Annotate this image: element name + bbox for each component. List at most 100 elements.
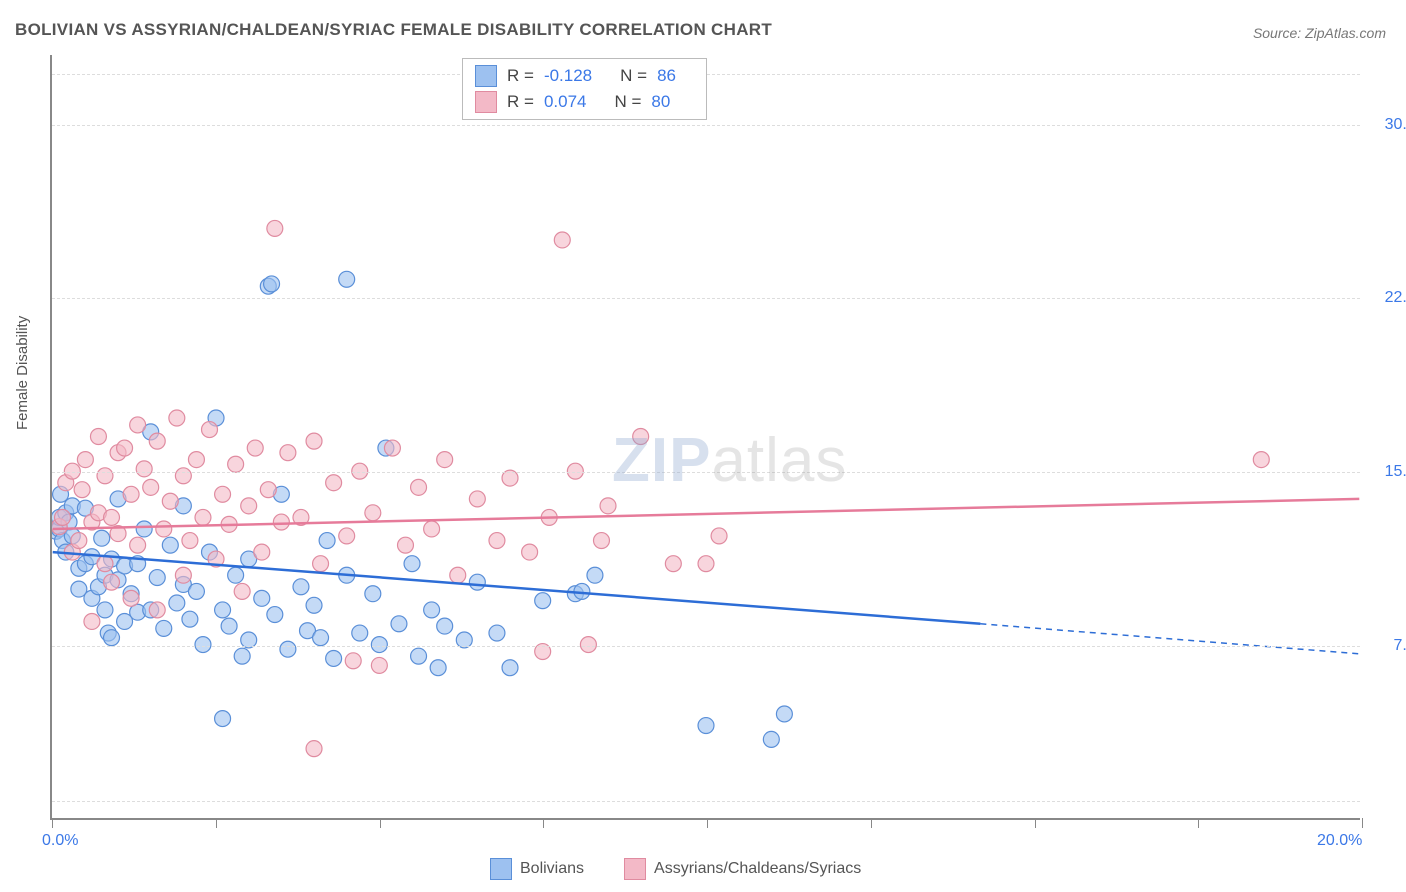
y-tick-label: 15.0%	[1385, 463, 1406, 481]
scatter-point	[535, 593, 551, 609]
scatter-point	[77, 556, 93, 572]
scatter-point	[130, 556, 146, 572]
y-tick-label: 7.5%	[1394, 637, 1406, 655]
scatter-point	[175, 468, 191, 484]
scatter-point	[593, 533, 609, 549]
scatter-point	[123, 486, 139, 502]
scatter-point	[267, 607, 283, 623]
scatter-point	[365, 586, 381, 602]
scatter-point	[175, 498, 191, 514]
scatter-point	[117, 613, 133, 629]
scatter-point	[123, 586, 139, 602]
legend-swatch-1	[624, 858, 646, 880]
scatter-point	[567, 586, 583, 602]
scatter-point	[234, 648, 250, 664]
scatter-point	[97, 602, 113, 618]
r-value-0: -0.128	[544, 66, 592, 86]
scatter-point	[450, 567, 466, 583]
scatter-point	[55, 533, 71, 549]
scatter-point	[228, 456, 244, 472]
scatter-point	[74, 482, 90, 498]
scatter-point	[371, 637, 387, 653]
scatter-point	[776, 706, 792, 722]
scatter-point	[52, 521, 67, 537]
scatter-point	[326, 475, 342, 491]
legend-label-0: Bolivians	[520, 860, 584, 878]
scatter-point	[489, 533, 505, 549]
scatter-point	[53, 486, 69, 502]
scatter-point	[711, 528, 727, 544]
scatter-point	[228, 567, 244, 583]
scatter-point	[763, 731, 779, 747]
trend-line-dashed	[980, 624, 1359, 654]
scatter-point	[326, 650, 342, 666]
scatter-point	[136, 521, 152, 537]
scatter-point	[149, 602, 165, 618]
scatter-point	[162, 537, 178, 553]
scatter-point	[580, 637, 596, 653]
scatter-point	[398, 537, 414, 553]
scatter-point	[169, 410, 185, 426]
scatter-point	[110, 491, 126, 507]
scatter-point	[169, 595, 185, 611]
y-tick-label: 30.0%	[1385, 116, 1406, 134]
stats-row-series-0: R = -0.128 N = 86	[475, 63, 694, 89]
chart-title: BOLIVIAN VS ASSYRIAN/CHALDEAN/SYRIAC FEM…	[15, 20, 772, 40]
y-axis-label: Female Disability	[14, 316, 31, 430]
scatter-point	[84, 549, 100, 565]
scatter-point	[104, 630, 120, 646]
scatter-point	[247, 440, 263, 456]
scatter-point	[404, 556, 420, 572]
scatter-point	[273, 486, 289, 502]
scatter-point	[175, 576, 191, 592]
scatter-point	[264, 276, 280, 292]
scatter-point	[100, 625, 116, 641]
scatter-point	[97, 556, 113, 572]
scatter-point	[123, 590, 139, 606]
scatter-point	[84, 514, 100, 530]
scatter-point	[143, 479, 159, 495]
source-name: ZipAtlas.com	[1305, 25, 1386, 41]
scatter-point	[77, 500, 93, 516]
x-tick-label: 20.0%	[1317, 832, 1362, 850]
scatter-point	[411, 479, 427, 495]
scatter-point	[306, 741, 322, 757]
source-attribution: Source: ZipAtlas.com	[1253, 25, 1386, 41]
scatter-point	[241, 498, 257, 514]
scatter-point	[567, 463, 583, 479]
scatter-point	[195, 509, 211, 525]
scatter-point	[58, 475, 74, 491]
scatter-point	[280, 445, 296, 461]
scatter-point	[280, 641, 296, 657]
scatter-point	[313, 630, 329, 646]
scatter-point	[77, 452, 93, 468]
scatter-point	[117, 558, 133, 574]
watermark-zip: ZIP	[612, 426, 711, 495]
scatter-point	[64, 544, 80, 560]
scatter-point	[430, 660, 446, 676]
scatter-point	[117, 440, 133, 456]
scatter-point	[208, 410, 224, 426]
scatter-point	[55, 509, 71, 525]
scatter-point	[104, 574, 120, 590]
source-label: Source:	[1253, 25, 1301, 41]
scatter-point	[221, 516, 237, 532]
scatter-point	[71, 581, 87, 597]
scatter-point	[339, 528, 355, 544]
scatter-point	[234, 583, 250, 599]
scatter-point	[371, 657, 387, 673]
scatter-point	[698, 556, 714, 572]
scatter-point	[1253, 452, 1269, 468]
n-value-1: 80	[651, 92, 670, 112]
scatter-point	[64, 463, 80, 479]
scatter-point	[175, 567, 191, 583]
scatter-point	[339, 271, 355, 287]
scatter-point	[600, 498, 616, 514]
scatter-point	[241, 551, 257, 567]
scatter-point	[64, 528, 80, 544]
watermark: ZIPatlas	[612, 425, 847, 496]
scatter-point	[665, 556, 681, 572]
scatter-point	[104, 509, 120, 525]
scatter-point	[149, 570, 165, 586]
scatter-point	[437, 618, 453, 634]
